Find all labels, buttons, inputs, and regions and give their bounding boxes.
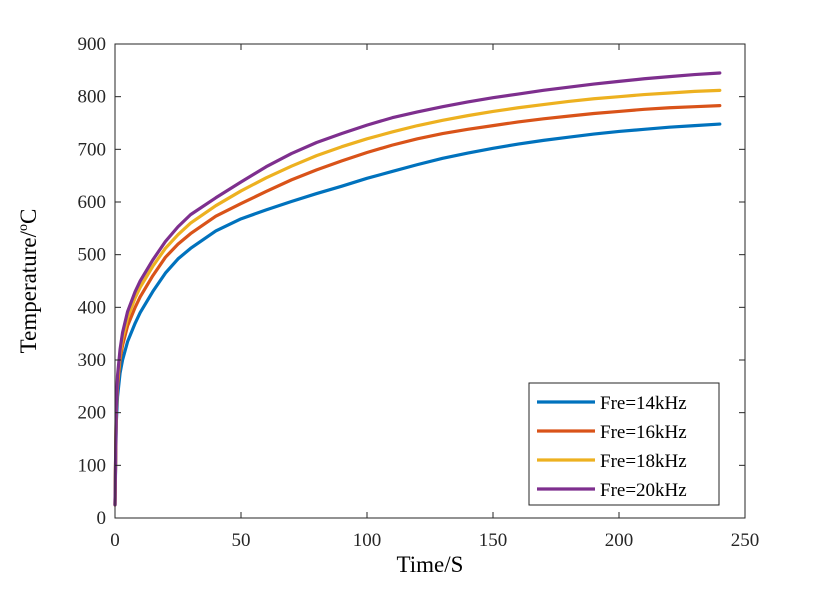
x-tick-label: 150: [479, 530, 508, 551]
x-tick-label: 50: [232, 530, 251, 551]
y-tick-label: 600: [78, 192, 107, 213]
y-axis-label-unit: C: [16, 209, 41, 224]
y-tick-label: 800: [78, 87, 107, 108]
x-tick-label: 250: [731, 530, 760, 551]
y-tick-label: 300: [78, 350, 107, 371]
series-line-2: [113, 104, 722, 507]
legend-label-1: Fre=14kHz: [600, 393, 687, 414]
series-line-3: [113, 88, 722, 507]
y-tick-label: 500: [78, 245, 107, 266]
y-tick-label: 100: [78, 455, 107, 476]
plot-frame: [114, 43, 746, 519]
y-tick-label: 200: [78, 403, 107, 424]
y-tick-label: 0: [97, 508, 107, 529]
y-axis-label-degree: o: [16, 224, 31, 231]
series-line-4: [113, 71, 722, 507]
x-tick-label: 0: [110, 530, 120, 551]
legend-label-4: Fre=20kHz: [600, 480, 687, 501]
legend-label-3: Fre=18kHz: [600, 451, 687, 472]
y-tick-label: 900: [78, 34, 107, 55]
x-tick-label: 100: [353, 530, 382, 551]
y-axis-label: Temperature/oC: [16, 209, 41, 354]
series-line-1: [113, 122, 722, 507]
series-layer: [113, 71, 722, 507]
y-tick-label: 400: [78, 297, 107, 318]
x-tick-label: 200: [605, 530, 634, 551]
y-tick-label: 700: [78, 139, 107, 160]
ticks-layer: 0 50 100 150 200 250 0 100 200 300 400 500 600 700 800…: [78, 34, 760, 551]
legend-label-2: Fre=16kHz: [600, 422, 687, 443]
legend: Fre=14kHz Fre=16kHz Fre=18kHz Fre=20kHz: [528, 382, 720, 506]
y-axis-label-main: Temperature/: [16, 230, 41, 353]
x-axis-label: Time/S: [397, 552, 464, 577]
